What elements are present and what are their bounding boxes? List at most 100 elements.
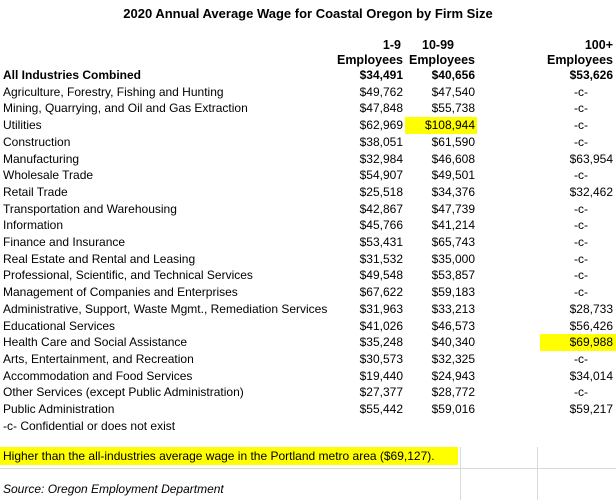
wage-cell-100-plus: -c- [574,385,588,400]
wage-cell-1-9: $42,867 [359,201,403,216]
industry-label: Management of Companies and Enterprises [3,285,238,300]
wage-cell-100-plus: -c- [574,101,588,116]
wage-cell-10-99: $24,943 [431,368,475,383]
industry-label: Utilities [3,118,42,133]
wage-cell-10-99: $59,183 [431,285,475,300]
wage-cell-10-99: $35,000 [431,251,475,266]
wage-cell-100-plus: $28,733 [569,301,613,316]
wage-cell-100-plus: $63,954 [569,151,613,166]
table-row: Manufacturing $32,984 $46,608 $63,954 [0,151,616,168]
industry-label: Professional, Scientific, and Technical … [3,268,253,283]
wage-cell-100-plus: -c- [574,201,588,216]
wage-cell-1-9: $35,248 [359,335,403,350]
table-row: Mining, Quarrying, and Oil and Gas Extra… [0,100,616,117]
wage-cell-10-99: $55,738 [431,101,475,116]
wage-cell-100-plus: -c- [574,285,588,300]
industry-label: Real Estate and Rental and Leasing [3,251,196,266]
industry-label: Health Care and Social Assistance [3,335,188,350]
wage-cell-100-plus: -c- [574,168,588,183]
footnote: -c- Confidential or does not exist [3,419,176,433]
wage-cell-1-9: $55,442 [359,402,403,416]
table-title: 2020 Annual Average Wage for Coastal Ore… [123,6,493,21]
wage-cell-10-99: $28,772 [431,385,475,400]
wage-cell-1-9: $31,963 [359,301,403,316]
wage-cell-1-9: $49,762 [359,84,403,99]
wage-cell-1-9: $31,532 [359,251,403,266]
industry-label: Retail Trade [3,184,68,199]
industry-label: Mining, Quarrying, and Oil and Gas Extra… [3,101,248,116]
wage-cell-100-plus: -c- [574,84,588,99]
table-row: Arts, Entertainment, and Recreation $30,5… [0,351,616,368]
wage-cell-10-99: $41,214 [431,218,475,233]
wage-cell-10-99: $34,376 [431,184,475,199]
wage-cell-1-9: $38,051 [359,134,403,149]
col2-header-line1: 10-99 [422,38,454,52]
wage-cell-10-99: $40,656 [431,68,475,82]
wage-cell-10-99: $53,857 [431,268,475,283]
industry-label: Finance and Insurance [3,235,126,249]
table-row: Agriculture, Forestry, Fishing and Hunti… [0,84,616,101]
table-row: Information $45,766 $41,214 -c- [0,217,616,234]
col2-header-line2: Employees [408,53,475,67]
col1-header-line1: 1-9 [382,38,401,52]
industry-label: Information [3,218,64,233]
wage-cell-1-9: $53,431 [359,235,403,249]
table-row: All Industries Combined $34,491 $40,656 $53… [0,67,616,84]
wage-cell-10-99: $59,016 [431,402,475,416]
wage-cell-10-99: $46,608 [431,151,475,166]
wage-cell-100-plus: $59,217 [569,402,613,416]
grid-divider [537,447,538,500]
wage-cell-100-plus: $69,988 [539,334,616,351]
table-row: Utilities $62,969 $108,944 -c- [0,117,616,134]
table-row: Retail Trade $25,518 $34,376 $32,462 [0,184,616,201]
table-row: Real Estate and Rental and Leasing $31,53… [0,251,616,268]
wage-cell-1-9: $25,518 [359,184,403,199]
wage-cell-100-plus: -c- [574,251,588,266]
grid-divider [460,468,616,469]
wage-cell-100-plus: -c- [574,134,588,149]
wage-cell-100-plus: -c- [574,351,588,366]
wage-cell-10-99: $47,540 [431,84,475,99]
table-row: Public Administration $55,442 $59,016 $59,2… [0,401,616,418]
industry-label: Wholesale Trade [3,168,94,183]
col1-header-line2: Employees [336,53,403,67]
wage-cell-1-9: $34,491 [359,68,403,82]
wage-cell-10-99: $47,739 [431,201,475,216]
table-row: Management of Companies and Enterprises $… [0,284,616,301]
wage-cell-10-99: $108,944 [416,117,477,134]
table-row: Educational Services $41,026 $46,573 $56,42… [0,318,616,335]
wage-cell-1-9: $67,622 [359,285,403,300]
table-row: Finance and Insurance $53,431 $65,743 -c- [0,234,616,251]
wage-cell-100-plus: -c- [574,268,588,283]
col3-header-line2: Employees [546,53,613,67]
wage-cell-10-99: $49,501 [431,168,475,183]
wage-cell-1-9: $30,573 [359,351,403,366]
table-row: Other Services (except Public Administra… [0,384,616,401]
industry-label: Agriculture, Forestry, Fishing and Hunti… [3,84,224,99]
industry-label: Accommodation and Food Services [3,368,193,383]
highlight-legend-note: Higher than the all-industries average w… [0,447,458,465]
wage-cell-1-9: $47,848 [359,101,403,116]
wage-cell-1-9: $27,377 [359,385,403,400]
table-row: Administrative, Support, Waste Mgmt., Re… [0,301,616,318]
wage-cell-1-9: $62,969 [359,118,403,133]
wage-cell-100-plus: $56,426 [569,318,613,333]
industry-label: Public Administration [3,402,115,416]
wage-cell-10-99: $40,340 [431,335,475,350]
table-row: Wholesale Trade $54,907 $49,501 -c- [0,167,616,184]
wage-cell-10-99: $46,573 [431,318,475,333]
industry-label: Transportation and Warehousing [3,201,177,216]
industry-label: Arts, Entertainment, and Recreation [3,351,194,366]
wage-cell-100-plus: $32,462 [569,184,613,199]
industry-label: Manufacturing [3,151,80,166]
wage-cell-1-9: $49,548 [359,268,403,283]
table-row: Health Care and Social Assistance $35,248… [0,334,616,351]
wage-cell-10-99: $65,743 [431,235,475,249]
wage-cell-1-9: $54,907 [359,168,403,183]
wage-cell-1-9: $32,984 [359,151,403,166]
table-row: Professional, Scientific, and Technical … [0,267,616,284]
industry-label: Administrative, Support, Waste Mgmt., Re… [3,301,328,316]
industry-label: All Industries Combined [3,68,142,82]
wage-cell-100-plus: -c- [574,218,588,233]
wage-cell-1-9: $41,026 [359,318,403,333]
